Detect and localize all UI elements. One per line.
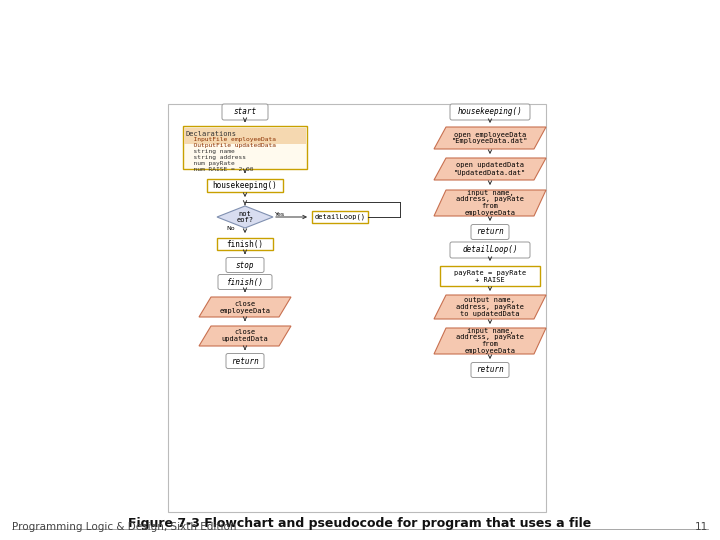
FancyBboxPatch shape [450, 104, 530, 120]
Text: Programming Logic & Design, Sixth Edition: Programming Logic & Design, Sixth Editio… [12, 522, 236, 532]
FancyBboxPatch shape [450, 242, 530, 258]
Text: finish(): finish() [227, 240, 264, 248]
FancyBboxPatch shape [218, 274, 272, 289]
Text: open updatedData
"UpdatedData.dat": open updatedData "UpdatedData.dat" [454, 163, 526, 176]
Polygon shape [434, 328, 546, 354]
FancyBboxPatch shape [471, 225, 509, 240]
Text: return: return [476, 366, 504, 375]
Polygon shape [199, 297, 291, 317]
Text: return: return [231, 356, 259, 366]
Text: Figure 7-3 Flowchart and pseudocode for program that uses a file: Figure 7-3 Flowchart and pseudocode for … [128, 516, 592, 530]
Text: detailLoop(): detailLoop() [462, 246, 518, 254]
Text: input name,
address, payRate
from
employeeData: input name, address, payRate from employ… [456, 190, 524, 217]
Text: num RAISE = 2.00: num RAISE = 2.00 [186, 167, 253, 172]
Text: detailLoop(): detailLoop() [315, 214, 366, 220]
Text: Declarations: Declarations [186, 131, 237, 137]
Text: num payRate: num payRate [186, 161, 235, 166]
Text: close
updatedData: close updatedData [222, 329, 269, 342]
FancyBboxPatch shape [222, 104, 268, 120]
Polygon shape [434, 127, 546, 149]
Text: close
employeeData: close employeeData [220, 300, 271, 314]
Text: stop: stop [235, 260, 254, 269]
Text: InputFile employeeData: InputFile employeeData [186, 137, 276, 142]
FancyBboxPatch shape [226, 354, 264, 368]
FancyBboxPatch shape [168, 104, 546, 512]
Text: input name,
address, payRate
from
employeeData: input name, address, payRate from employ… [456, 327, 524, 354]
Polygon shape [434, 295, 546, 319]
Text: start: start [233, 107, 256, 117]
FancyBboxPatch shape [312, 211, 368, 223]
FancyBboxPatch shape [471, 362, 509, 377]
FancyBboxPatch shape [226, 258, 264, 273]
Polygon shape [434, 190, 546, 216]
Text: Yes: Yes [275, 213, 285, 218]
Text: housekeeping(): housekeeping() [212, 180, 277, 190]
Text: payRate = payRate
+ RAISE: payRate = payRate + RAISE [454, 269, 526, 282]
Polygon shape [434, 158, 546, 180]
Text: housekeeping(): housekeeping() [458, 107, 523, 117]
Text: return: return [476, 227, 504, 237]
Polygon shape [217, 206, 273, 228]
FancyBboxPatch shape [207, 179, 283, 192]
Text: string name: string name [186, 149, 235, 154]
Text: 11: 11 [695, 522, 708, 532]
FancyBboxPatch shape [184, 128, 306, 144]
FancyBboxPatch shape [183, 126, 307, 169]
Text: open employeeData
"EmployeeData.dat": open employeeData "EmployeeData.dat" [451, 132, 528, 145]
Text: string address: string address [186, 155, 246, 160]
Polygon shape [199, 326, 291, 346]
Text: not
eof?: not eof? [236, 211, 253, 224]
FancyBboxPatch shape [217, 238, 273, 250]
Text: finish(): finish() [227, 278, 264, 287]
Text: OutputFile updatedData: OutputFile updatedData [186, 143, 276, 148]
Text: output name,
address, payRate
to updatedData: output name, address, payRate to updated… [456, 297, 524, 317]
Text: No: No [227, 226, 235, 232]
FancyBboxPatch shape [440, 266, 540, 286]
